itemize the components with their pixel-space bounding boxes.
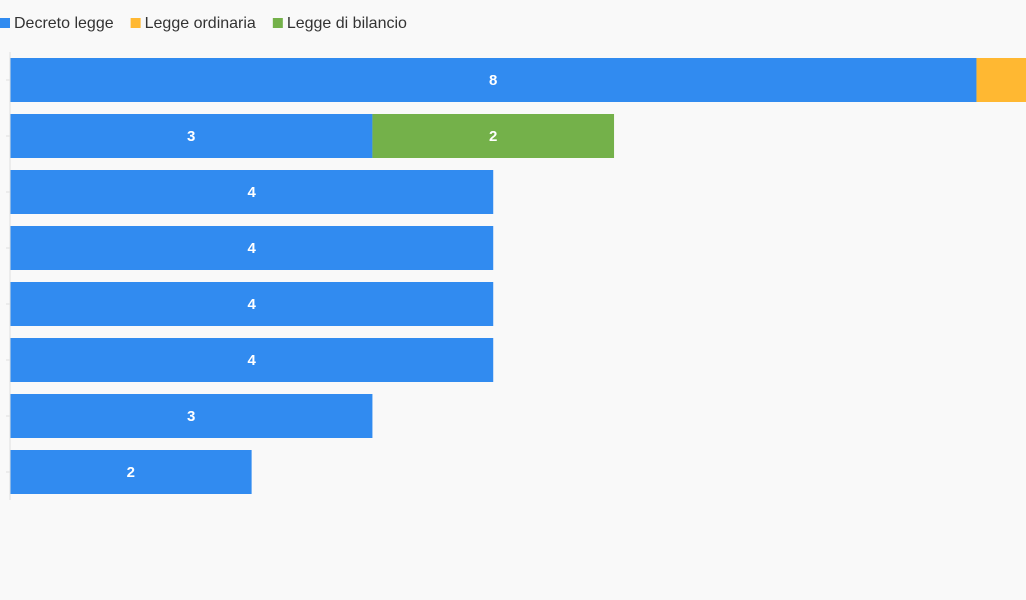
value-label: 2 xyxy=(489,128,497,145)
bar-segment xyxy=(10,338,494,382)
legend-swatch[interactable] xyxy=(0,18,10,28)
value-label: 4 xyxy=(247,240,256,257)
bar-segment xyxy=(10,114,373,158)
legend-swatch[interactable] xyxy=(272,18,283,28)
bar-segment xyxy=(10,226,494,270)
legend-item[interactable]: Legge di bilancio xyxy=(272,15,407,32)
legend-text[interactable]: Decreto legge xyxy=(14,15,114,32)
value-label: 3 xyxy=(187,128,195,145)
bar-segment xyxy=(976,58,1026,102)
legend-text[interactable]: Legge di bilancio xyxy=(287,15,407,32)
legend-item[interactable]: Decreto legge xyxy=(0,15,114,32)
plot-area: 8 3 2 4 4 4 4 3 2 xyxy=(10,58,1026,494)
bar-segment xyxy=(10,58,977,102)
value-label: 4 xyxy=(247,184,256,201)
legend: Decreto legge Legge ordinaria Legge di bil… xyxy=(0,15,407,32)
bar-segment xyxy=(10,450,252,494)
bar-segment xyxy=(10,394,373,438)
value-label: 2 xyxy=(127,464,135,481)
value-label: 8 xyxy=(489,72,497,89)
value-label: 3 xyxy=(187,408,195,425)
bar-segment xyxy=(372,114,615,158)
value-label: 4 xyxy=(247,296,256,313)
legend-text[interactable]: Legge ordinaria xyxy=(145,15,256,32)
bar-segment xyxy=(10,170,494,214)
bar-segment xyxy=(10,282,494,326)
value-label: 4 xyxy=(247,352,256,369)
legend-swatch[interactable] xyxy=(130,18,141,28)
y-axis xyxy=(6,52,11,500)
legend-item[interactable]: Legge ordinaria xyxy=(130,15,256,32)
